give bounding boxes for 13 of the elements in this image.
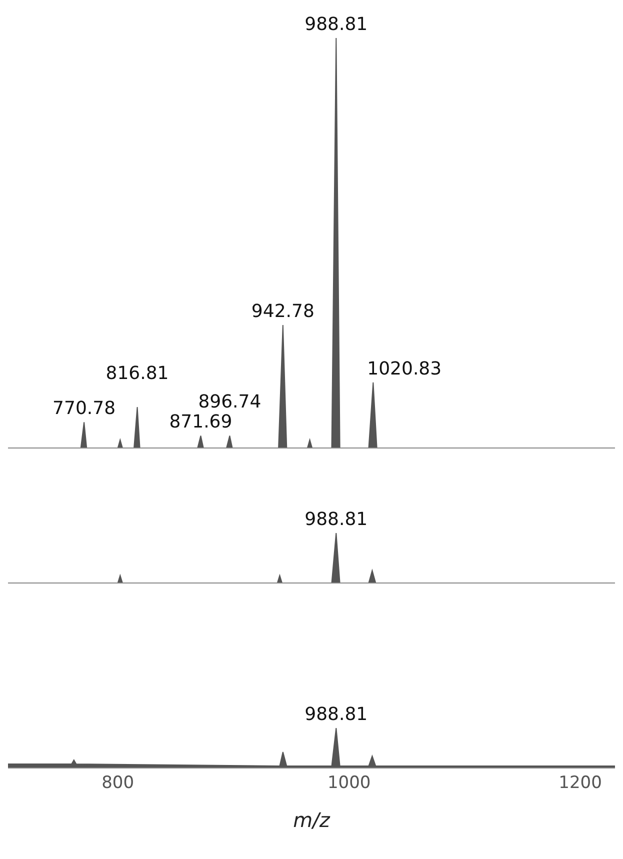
x-tick-label: 800 [102, 773, 134, 794]
annotation: 896.74 [198, 392, 262, 413]
annotation: 816.81 [106, 363, 169, 384]
x-axis-title: m/z [293, 808, 330, 832]
annotation: 988.81 [304, 14, 368, 35]
annotation: 871.69 [169, 412, 232, 433]
x-tick-label: 1200 [558, 773, 602, 794]
annotation: 1020.83 [367, 358, 442, 380]
annotation: 770.78 [52, 398, 116, 420]
annotation: 988.81 [304, 509, 368, 530]
annotation: 942.78 [251, 301, 314, 322]
x-tick-label: 1000 [327, 773, 371, 794]
annotation: 988.81 [304, 704, 368, 725]
